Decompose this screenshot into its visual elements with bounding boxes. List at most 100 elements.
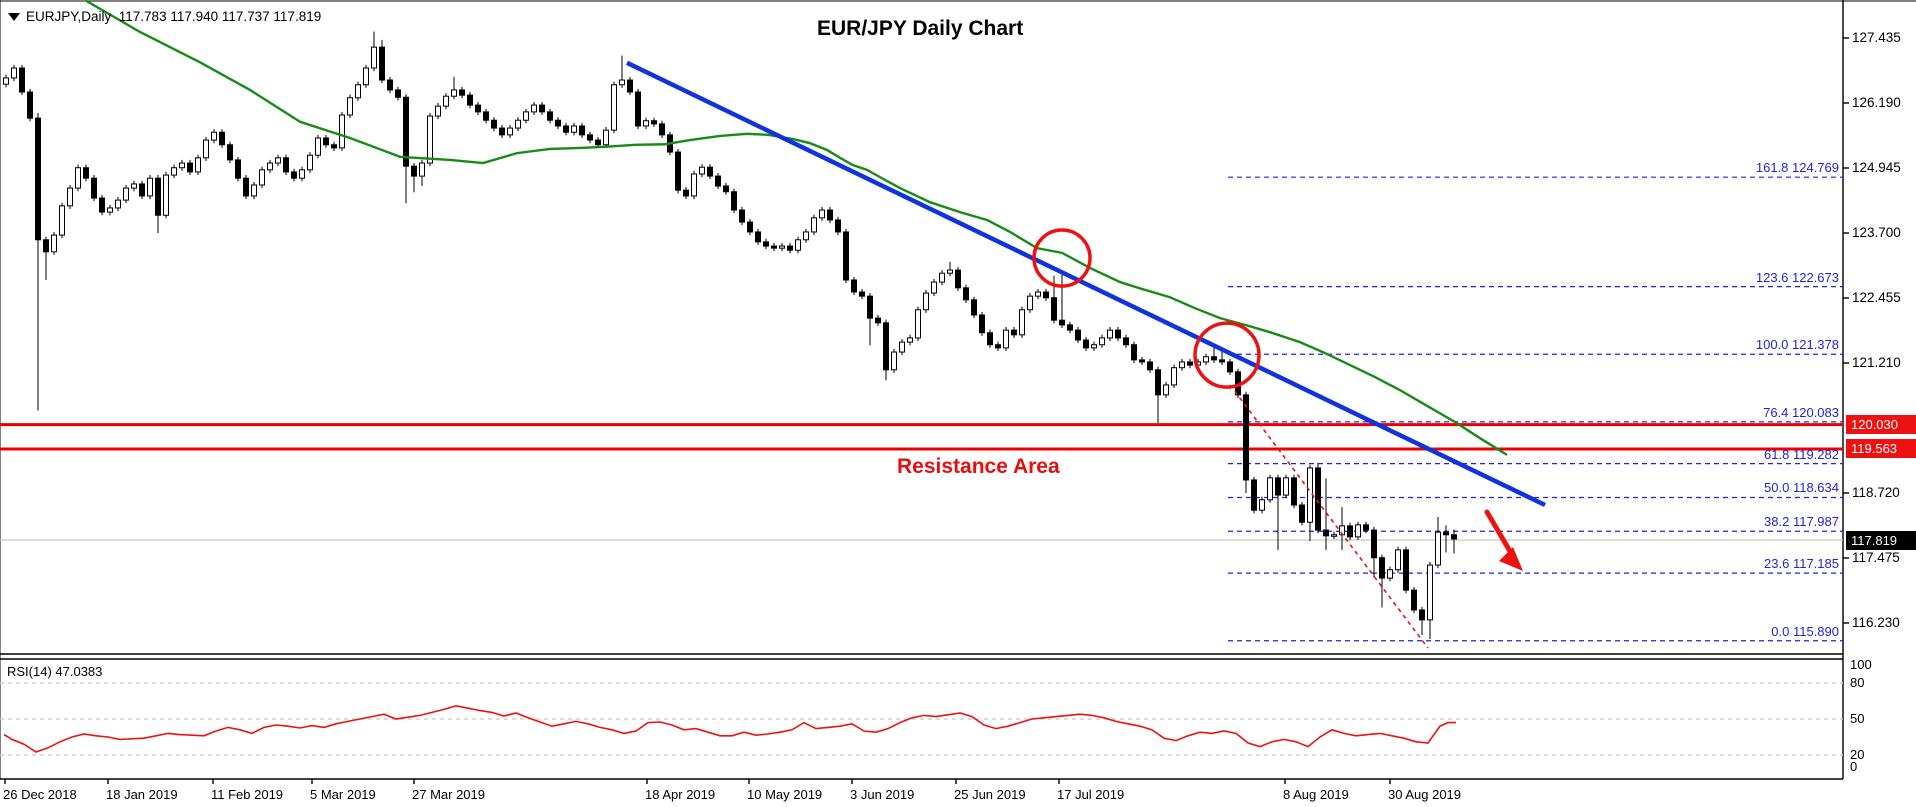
candle-body-down	[99, 197, 105, 213]
candle-body-down	[1147, 361, 1153, 371]
candle-body-down	[1067, 324, 1073, 331]
candle-body-down	[1251, 479, 1257, 511]
candle-body-up	[147, 177, 153, 197]
candle-body-down	[1323, 529, 1329, 537]
fib-label: 23.6 117.185	[1764, 556, 1839, 572]
candle-body-down	[1451, 534, 1457, 540]
candle-body-up	[811, 217, 817, 233]
candle-body-up	[803, 231, 809, 241]
candle-body-down	[731, 191, 737, 211]
price-axis-label: 124.945	[1852, 160, 1901, 175]
candle-body-down	[1363, 524, 1369, 531]
candle-body-down	[987, 332, 993, 346]
candle-body-up	[1331, 534, 1337, 537]
candle-body-down	[235, 159, 241, 179]
candle-body-down	[459, 89, 465, 96]
candle-body-up	[107, 207, 113, 213]
candle-body-up	[259, 169, 265, 186]
date-axis-label: 25 Jun 2019	[954, 787, 1026, 802]
candle-body-up	[363, 67, 369, 86]
candle-body-down	[627, 79, 633, 93]
candle-body-down	[291, 171, 297, 179]
price-axis-label: 126.190	[1852, 95, 1901, 110]
candle-body-down	[851, 279, 857, 293]
candle-body-up	[51, 234, 57, 253]
candle-body-up	[355, 84, 361, 99]
candle-body-up	[163, 174, 169, 216]
candle-body-down	[283, 157, 289, 173]
candle-body-up	[947, 269, 953, 274]
fib-label: 50.0 118.634	[1764, 480, 1839, 496]
date-axis-label: 5 Mar 2019	[310, 787, 376, 802]
candle-body-up	[419, 162, 425, 177]
candle-body-up	[443, 95, 449, 107]
rsi-scale-label: 0	[1850, 759, 1858, 774]
symbol-ohlc-line: EURJPY,Daily 117.783 117.940 117.737 117…	[26, 9, 322, 24]
price-axis-label: 116.230	[1852, 615, 1900, 630]
candle-body-down	[187, 162, 193, 173]
candle-body-up	[67, 187, 73, 207]
candle-body-down	[43, 239, 49, 253]
candle-body-up	[339, 114, 345, 149]
candle-body-down	[859, 291, 865, 297]
symbol-dropdown-icon[interactable]	[8, 13, 20, 21]
candle-body-down	[715, 175, 721, 187]
candle-body-up	[691, 173, 697, 197]
candle-body-up	[923, 292, 929, 311]
date-axis-label: 17 Jul 2019	[1057, 787, 1125, 802]
candle-body-up	[515, 119, 521, 129]
candle-body-down	[835, 219, 841, 233]
candle-body-down	[1443, 531, 1449, 536]
candle-body-up	[1355, 524, 1361, 538]
candle-body-down	[19, 67, 25, 93]
candle-body-up	[643, 120, 649, 127]
candle-body-down	[595, 139, 601, 146]
candle-body-down	[771, 245, 777, 249]
price-axis-label: 122.455	[1852, 290, 1901, 305]
candle-body-down	[499, 127, 505, 136]
candle-body-down	[1275, 477, 1281, 496]
candle-body-down	[755, 231, 761, 243]
price-axis-label: 127.435	[1852, 30, 1901, 45]
candle-body-down	[707, 166, 713, 177]
candle-body-down	[403, 96, 409, 167]
candle-body-up	[251, 184, 257, 197]
candle-body-down	[787, 245, 793, 251]
candle-body-up	[1267, 477, 1273, 501]
candle-body-down	[1291, 477, 1297, 506]
candle-body-down	[483, 111, 489, 121]
candle-body-down	[963, 287, 969, 301]
candle-body-down	[1419, 609, 1425, 621]
candle-body-down	[91, 177, 97, 199]
candle-body-up	[1179, 361, 1185, 369]
candle-body-down	[1051, 297, 1057, 321]
fib-label: 61.8 119.282	[1764, 446, 1839, 462]
candle-body-up	[1019, 309, 1025, 336]
candle-body-up	[931, 281, 937, 294]
price-axis-label: 118.720	[1852, 485, 1900, 500]
candle-body-down	[1059, 319, 1065, 326]
candle-body-up	[451, 89, 457, 97]
candle-body-down	[635, 91, 641, 127]
candle-body-up	[603, 129, 609, 146]
candle-body-down	[35, 117, 41, 241]
candle-body-up	[939, 272, 945, 283]
candle-body-down	[1227, 361, 1233, 373]
candle-body-down	[379, 46, 385, 81]
candle-body-down	[227, 144, 233, 161]
candle-body-down	[547, 111, 553, 121]
resistance-area-label: Resistance Area	[897, 455, 1060, 478]
candle-body-up	[195, 157, 201, 173]
date-axis-label: 27 Mar 2019	[412, 787, 485, 802]
candle-body-up	[699, 166, 705, 175]
candle-body-down	[1011, 329, 1017, 336]
candle-body-up	[1003, 329, 1009, 349]
date-axis-label: 18 Jan 2019	[106, 787, 178, 802]
candle-body-down	[1139, 359, 1145, 363]
candle-body-down	[563, 125, 569, 133]
candle-body-down	[1115, 329, 1121, 339]
candle-body-down	[475, 104, 481, 113]
date-axis-label: 8 Aug 2019	[1283, 787, 1349, 802]
